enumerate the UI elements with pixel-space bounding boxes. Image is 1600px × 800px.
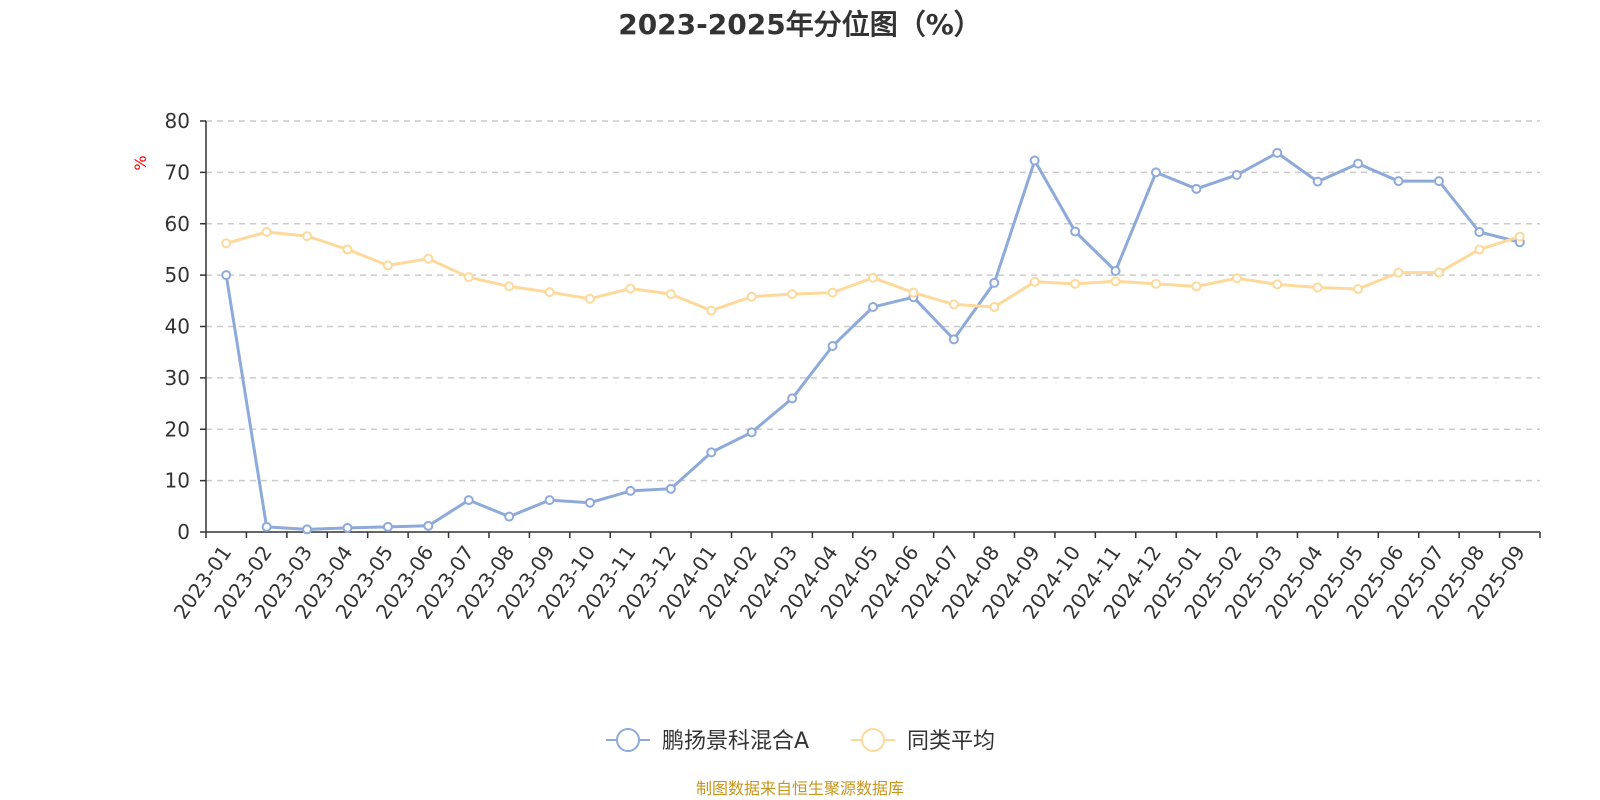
series-layer xyxy=(221,147,1525,535)
data-source-note: 制图数据来自恒生聚源数据库 xyxy=(696,779,904,798)
data-point xyxy=(1231,273,1242,284)
data-point xyxy=(1110,276,1121,287)
data-point xyxy=(948,334,959,345)
chart-title: 2023-2025年分位图（%） xyxy=(618,8,982,41)
legend-marker-icon xyxy=(861,728,885,752)
data-point xyxy=(1150,167,1161,178)
grid-lines xyxy=(206,120,1540,482)
data-point xyxy=(463,495,474,506)
data-point xyxy=(868,272,878,283)
y-tick-labels: 0 10 20 30 40 50 60 70 80 xyxy=(165,109,190,544)
legend-marker-icon xyxy=(616,728,640,752)
data-point xyxy=(1231,169,1242,180)
data-point xyxy=(1393,176,1404,187)
data-point xyxy=(463,272,474,283)
y-axis-label: % xyxy=(131,155,150,170)
data-point xyxy=(625,283,636,294)
data-point xyxy=(1312,282,1323,293)
y-tick-label: 80 xyxy=(165,109,190,133)
data-point xyxy=(382,521,393,532)
series-line-1 xyxy=(224,151,1521,531)
data-point xyxy=(504,511,515,522)
data-point xyxy=(665,483,676,494)
y-tick-label: 50 xyxy=(165,263,190,287)
data-point xyxy=(585,293,596,304)
data-point xyxy=(787,393,798,404)
data-point xyxy=(1272,279,1283,290)
data-point xyxy=(1150,278,1161,289)
y-tick-label: 0 xyxy=(177,520,190,544)
data-point xyxy=(1474,244,1485,255)
data-point xyxy=(1191,183,1202,194)
data-point xyxy=(827,287,838,298)
data-point xyxy=(1029,155,1040,166)
legend-label: 同类平均 xyxy=(907,729,995,754)
y-tick-label: 20 xyxy=(165,417,190,441)
data-point xyxy=(1070,226,1081,237)
data-point xyxy=(342,244,353,255)
data-point xyxy=(948,299,959,310)
data-point xyxy=(706,305,717,316)
data-point xyxy=(746,291,757,302)
data-point xyxy=(908,287,919,298)
data-point xyxy=(827,341,838,352)
data-point xyxy=(302,231,313,242)
data-point xyxy=(787,289,798,300)
data-point xyxy=(868,301,878,312)
data-point xyxy=(544,495,555,506)
data-point xyxy=(1514,231,1525,242)
data-point xyxy=(1433,176,1444,187)
data-point xyxy=(302,524,313,535)
y-tick-label: 30 xyxy=(165,366,190,390)
data-point xyxy=(1393,267,1404,278)
data-point xyxy=(221,238,232,249)
data-point xyxy=(544,287,555,298)
data-point xyxy=(665,289,676,300)
legend-item-1[interactable]: 鹏扬景科混合A xyxy=(606,728,809,754)
data-point xyxy=(261,226,272,237)
data-point xyxy=(746,427,757,438)
data-point xyxy=(1029,276,1040,287)
data-point xyxy=(382,260,393,271)
y-tick-label: 40 xyxy=(165,315,190,339)
data-point xyxy=(1110,266,1121,277)
data-point xyxy=(625,485,636,496)
legend: 鹏扬景科混合A 同类平均 xyxy=(606,728,995,754)
data-point xyxy=(1433,267,1444,278)
data-point xyxy=(989,277,1000,288)
y-tick-label: 70 xyxy=(165,160,190,184)
y-tick-label: 60 xyxy=(165,212,190,236)
data-point xyxy=(221,270,232,281)
y-tick-label: 10 xyxy=(165,469,190,493)
data-point xyxy=(1474,226,1485,237)
data-point xyxy=(423,520,434,531)
data-point xyxy=(1191,281,1202,292)
data-point xyxy=(1353,283,1364,294)
data-point xyxy=(989,301,1000,312)
data-point xyxy=(1312,176,1323,187)
data-point xyxy=(1353,158,1364,169)
x-tick-labels: 2023-012023-022023-032023-042023-052023-… xyxy=(169,541,1530,623)
data-point xyxy=(706,447,717,458)
data-point xyxy=(585,497,596,508)
series-line-2 xyxy=(225,230,1521,313)
data-point xyxy=(423,253,434,264)
legend-item-2[interactable]: 同类平均 xyxy=(851,728,995,754)
data-point xyxy=(261,521,272,532)
axes xyxy=(200,120,1541,538)
data-point xyxy=(504,281,515,292)
legend-label: 鹏扬景科混合A xyxy=(662,729,809,754)
data-point xyxy=(342,522,353,533)
data-point xyxy=(1272,147,1283,158)
data-point xyxy=(1070,278,1081,289)
